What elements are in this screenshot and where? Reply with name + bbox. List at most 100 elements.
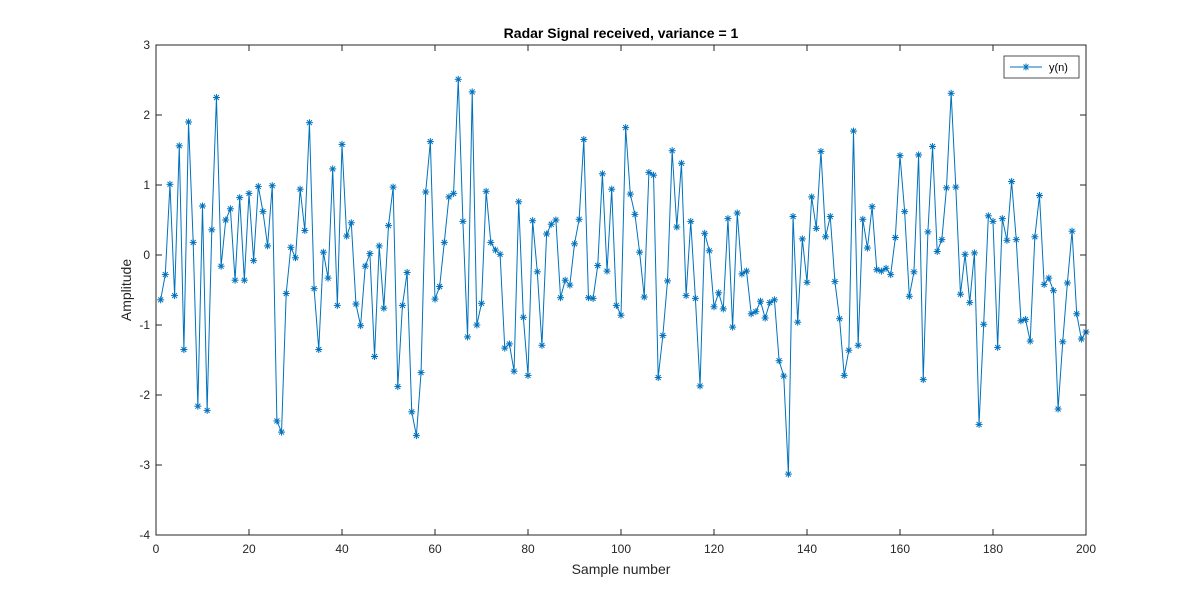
data-point bbox=[701, 229, 709, 237]
data-point bbox=[454, 75, 462, 83]
data-point bbox=[571, 240, 578, 248]
data-point bbox=[687, 217, 695, 225]
data-point bbox=[1017, 317, 1025, 325]
data-point bbox=[171, 292, 179, 300]
y-tick-label: 3 bbox=[143, 38, 150, 52]
data-point bbox=[854, 341, 862, 349]
data-point bbox=[631, 210, 639, 218]
data-point bbox=[859, 215, 867, 223]
data-point bbox=[282, 290, 290, 297]
x-tick-label: 140 bbox=[797, 542, 817, 556]
data-point bbox=[459, 217, 467, 225]
data-point bbox=[324, 274, 332, 282]
data-point bbox=[826, 213, 834, 220]
data-point bbox=[166, 180, 174, 188]
data-point bbox=[784, 470, 792, 478]
series-line-y-n bbox=[160, 79, 1087, 475]
data-point bbox=[887, 271, 895, 279]
data-point bbox=[743, 267, 751, 275]
data-point bbox=[357, 322, 365, 330]
data-point bbox=[422, 188, 430, 196]
data-point bbox=[161, 271, 169, 279]
data-point bbox=[724, 215, 732, 223]
data-point bbox=[584, 294, 592, 302]
data-point bbox=[915, 151, 923, 159]
data-point bbox=[901, 208, 909, 216]
data-point bbox=[919, 376, 927, 384]
data-point bbox=[478, 299, 485, 307]
data-point bbox=[1040, 280, 1048, 288]
data-point bbox=[710, 303, 718, 311]
data-point bbox=[561, 276, 569, 284]
legend: y(n) bbox=[1003, 55, 1080, 79]
plot-area bbox=[157, 75, 1090, 478]
data-point bbox=[1031, 233, 1039, 241]
data-point bbox=[352, 300, 360, 308]
data-point bbox=[668, 147, 676, 155]
data-point bbox=[259, 208, 267, 216]
y-tick-label: -1 bbox=[139, 318, 150, 332]
data-point bbox=[538, 341, 546, 349]
data-point bbox=[236, 194, 244, 202]
data-point bbox=[1045, 274, 1053, 282]
data-point bbox=[305, 119, 313, 127]
data-point bbox=[636, 248, 644, 256]
data-point bbox=[529, 217, 537, 225]
data-point bbox=[980, 320, 988, 328]
data-point bbox=[375, 242, 383, 250]
y-tick-label: -3 bbox=[139, 458, 150, 472]
data-point bbox=[543, 230, 551, 238]
data-point bbox=[505, 340, 513, 348]
data-point bbox=[589, 294, 597, 302]
data-point bbox=[450, 189, 458, 197]
data-point bbox=[850, 127, 857, 135]
data-point bbox=[659, 332, 667, 339]
data-point bbox=[203, 406, 211, 414]
legend-label-y-n: y(n) bbox=[1049, 62, 1068, 74]
data-point bbox=[533, 268, 541, 276]
data-point bbox=[1059, 338, 1067, 346]
data-point bbox=[677, 159, 685, 167]
data-point bbox=[580, 136, 588, 143]
data-point bbox=[761, 314, 769, 322]
data-point bbox=[640, 293, 648, 301]
data-point bbox=[175, 142, 183, 150]
data-point bbox=[361, 262, 369, 270]
data-point bbox=[278, 428, 286, 436]
data-point bbox=[487, 238, 495, 246]
data-point bbox=[1049, 287, 1057, 295]
data-point bbox=[766, 299, 774, 307]
data-point bbox=[482, 187, 490, 195]
data-point bbox=[1012, 236, 1020, 244]
data-point bbox=[896, 152, 904, 160]
data-point bbox=[831, 278, 839, 286]
data-point bbox=[929, 143, 937, 150]
data-point bbox=[1077, 335, 1085, 343]
data-point bbox=[212, 94, 220, 101]
data-point bbox=[250, 257, 258, 265]
data-point bbox=[226, 205, 234, 213]
data-point bbox=[380, 304, 388, 312]
data-point bbox=[301, 227, 309, 234]
data-point bbox=[1008, 178, 1016, 185]
data-point bbox=[691, 294, 699, 302]
data-point bbox=[338, 140, 346, 148]
data-point bbox=[598, 170, 606, 178]
data-point bbox=[673, 223, 681, 231]
data-point bbox=[1022, 315, 1030, 323]
x-tick-label: 60 bbox=[428, 542, 442, 556]
data-point bbox=[808, 193, 816, 201]
data-point bbox=[547, 220, 555, 228]
data-point bbox=[436, 283, 444, 290]
data-point bbox=[245, 189, 253, 197]
data-point bbox=[645, 168, 653, 176]
x-tick-label: 0 bbox=[153, 542, 160, 556]
data-point bbox=[752, 308, 760, 316]
data-point bbox=[984, 212, 992, 220]
chart-title: Radar Signal received, variance = 1 bbox=[504, 25, 739, 41]
y-tick-label: -2 bbox=[139, 388, 150, 402]
data-point bbox=[310, 285, 318, 293]
data-point bbox=[394, 383, 402, 391]
data-point bbox=[222, 216, 230, 224]
